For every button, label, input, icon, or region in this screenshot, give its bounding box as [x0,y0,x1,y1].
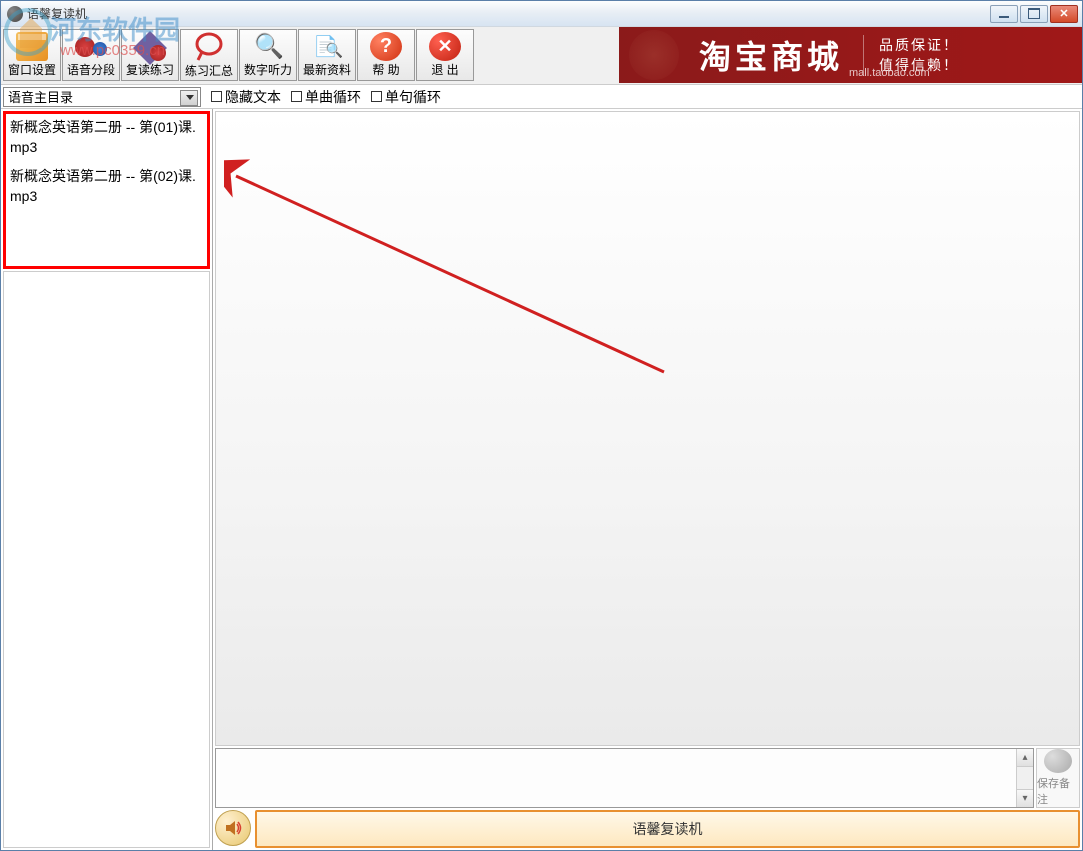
player-title: 语馨复读机 [255,810,1080,848]
save-note-label: 保存备注 [1037,775,1079,807]
repeat-practice-button[interactable]: 复读练习 [121,29,179,81]
magnifier-icon [252,32,284,61]
window-controls [990,5,1078,23]
checkbox-icon [291,91,302,102]
app-window: 语馨复读机 窗口设置 语音分段 复读练习 [0,0,1083,851]
checkbox-label: 单曲循环 [305,87,361,107]
titlebar[interactable]: 语馨复读机 [1,1,1082,27]
single-loop-checkbox[interactable]: 单曲循环 [291,87,361,107]
file-list-highlighted: 新概念英语第二册 -- 第(01)课.mp3 新概念英语第二册 -- 第(02)… [3,111,210,269]
content-panel: 保存备注 语馨复读机 [213,109,1082,850]
toolbar-row: 窗口设置 语音分段 复读练习 练习汇总 数字听力 [1,27,1082,85]
window-settings-icon [16,32,48,61]
save-icon [1044,749,1072,773]
audio-segment-button[interactable]: 语音分段 [62,29,120,81]
banner-line1: 品质保证！ [879,35,959,55]
practice-icon [134,32,166,61]
chevron-down-icon [186,95,194,100]
play-button[interactable] [215,810,251,846]
document-search-icon [311,32,343,61]
app-icon [7,6,23,22]
notes-textarea[interactable] [215,748,1034,808]
latest-materials-button[interactable]: 最新资料 [298,29,356,81]
scrollbar[interactable] [1016,749,1033,807]
sentence-loop-checkbox[interactable]: 单句循环 [371,87,441,107]
directory-dropdown[interactable]: 语音主目录 [3,87,201,107]
toolbar-label: 最新资料 [303,61,351,78]
banner-url: mall.taobao.com [849,67,930,79]
toolbar-label: 语音分段 [67,61,115,78]
filter-row: 语音主目录 隐藏文本 单曲循环 单句循环 [1,85,1082,109]
taobao-banner[interactable]: 淘宝商城 mall.taobao.com 品质保证！ 值得信赖！ [619,27,1082,83]
checkbox-label: 隐藏文本 [225,87,281,107]
sidebar: 新概念英语第二册 -- 第(01)课.mp3 新概念英语第二册 -- 第(02)… [1,109,213,850]
number-listening-button[interactable]: 数字听力 [239,29,297,81]
help-button[interactable]: ? 帮 助 [357,29,415,81]
file-item[interactable]: 新概念英语第二册 -- 第(01)课.mp3 [10,118,203,157]
toolbar-label: 数字听力 [244,61,292,78]
window-settings-button[interactable]: 窗口设置 [3,29,61,81]
close-button[interactable] [1050,5,1078,23]
checkbox-label: 单句循环 [385,87,441,107]
hide-text-checkbox[interactable]: 隐藏文本 [211,87,281,107]
save-note-button[interactable]: 保存备注 [1036,748,1080,808]
main-area: 新概念英语第二册 -- 第(01)课.mp3 新概念英语第二册 -- 第(02)… [1,109,1082,850]
sidebar-empty-area [3,271,210,848]
minimize-button[interactable] [990,5,1018,23]
exit-icon: ✕ [429,32,461,61]
speaker-icon [223,818,243,838]
toolbar-label: 帮 助 [372,61,399,78]
player-row: 语馨复读机 [215,810,1080,848]
toolbar-label: 窗口设置 [8,61,56,78]
maximize-button[interactable] [1020,5,1048,23]
dropdown-value: 语音主目录 [8,87,73,106]
toolbar-label: 退 出 [431,61,458,78]
exit-button[interactable]: ✕ 退 出 [416,29,474,81]
text-display-area [215,111,1080,746]
checkbox-icon [211,91,222,102]
window-title: 语馨复读机 [27,5,990,22]
checkbox-icon [371,91,382,102]
segment-icon [75,32,107,61]
banner-title: 淘宝商城 [699,32,843,78]
banner-seal-icon [629,30,679,80]
toolbar: 窗口设置 语音分段 复读练习 练习汇总 数字听力 [1,27,476,84]
toolbar-label: 练习汇总 [185,62,233,79]
summary-icon [193,32,225,62]
practice-summary-button[interactable]: 练习汇总 [180,29,238,81]
help-icon: ? [370,32,402,61]
notes-row: 保存备注 [215,748,1080,808]
annotation-arrow [224,142,684,402]
file-item[interactable]: 新概念英语第二册 -- 第(02)课.mp3 [10,167,203,206]
